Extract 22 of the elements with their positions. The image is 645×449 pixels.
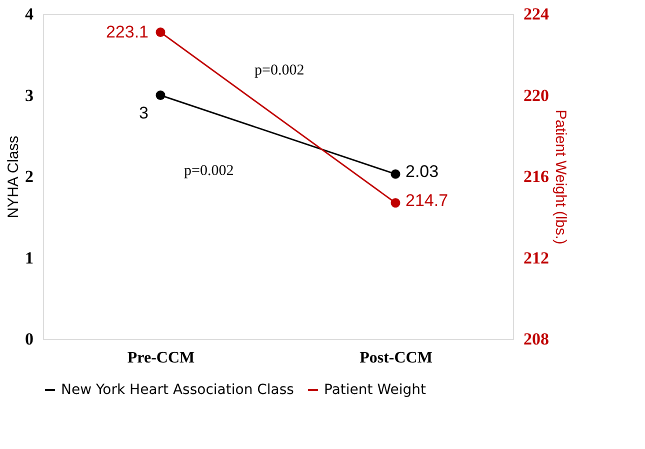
x-tick-label: Post-CCM	[360, 350, 432, 366]
y-tick-label: 0	[25, 330, 34, 348]
y-tick-label: 4	[25, 4, 34, 24]
x-tick-label: Pre-CCM	[127, 350, 195, 366]
legend-label: Patient Weight	[324, 382, 426, 398]
y2-axis-title: Patient Weight (lbs.)	[552, 110, 569, 244]
y-axis-title: NYHA Class	[5, 136, 22, 218]
annotation: p=0.002	[184, 163, 234, 179]
data-label: 214.7	[406, 190, 448, 210]
y-tick-label: 3	[25, 86, 34, 105]
y2-tick-label: 224	[524, 4, 550, 24]
data-label: 3	[139, 103, 148, 122]
y-tick-label: 2	[25, 167, 34, 186]
y2-tick-label: 216	[524, 167, 549, 186]
y-tick-label: 1	[25, 248, 34, 268]
data-label: 223.1	[106, 22, 148, 42]
data-label: 2.03	[406, 162, 439, 182]
y2-tick-label: 212	[524, 248, 549, 268]
legend-label: New York Heart Association Class	[61, 382, 294, 398]
y2-tick-label: 220	[524, 86, 549, 105]
y2-tick-label: 208	[524, 330, 549, 348]
annotation: p=0.002	[254, 62, 304, 78]
